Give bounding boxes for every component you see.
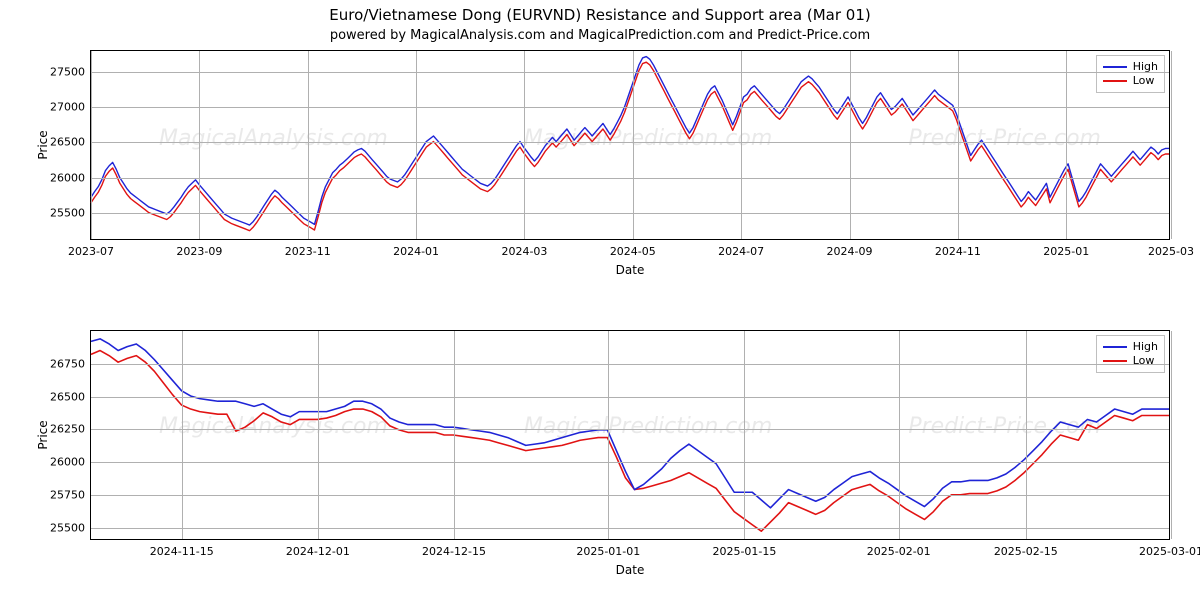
gridline [1171, 51, 1172, 239]
series-line [91, 57, 1169, 226]
legend-line-icon [1103, 360, 1127, 362]
legend: High Low [1096, 335, 1165, 373]
xtick-label: 2025-01-01 [576, 545, 640, 558]
series-line [91, 351, 1169, 532]
ytick-label: 25500 [50, 521, 85, 534]
y-axis-label: Price [36, 130, 50, 159]
xtick-label: 2024-09 [827, 245, 873, 258]
legend-line-icon [1103, 80, 1127, 82]
chart-subtitle: powered by MagicalAnalysis.com and Magic… [0, 28, 1200, 43]
plot-area-top [91, 51, 1169, 239]
xtick-label: 2025-03 [1148, 245, 1194, 258]
chart-title: Euro/Vietnamese Dong (EURVND) Resistance… [0, 6, 1200, 24]
xtick-label: 2024-07 [718, 245, 764, 258]
xtick-label: 2024-12-01 [286, 545, 350, 558]
ytick-label: 26500 [50, 390, 85, 403]
chart-top: MagicalAnalysis.com MagicalPrediction.co… [90, 50, 1170, 240]
ytick-label: 26500 [50, 136, 85, 149]
plot-area-bottom [91, 331, 1169, 539]
figure: Euro/Vietnamese Dong (EURVND) Resistance… [0, 0, 1200, 600]
gridline [1171, 331, 1172, 539]
xtick-label: 2025-01-15 [712, 545, 776, 558]
ytick-label: 26750 [50, 357, 85, 370]
xtick-label: 2024-03 [501, 245, 547, 258]
xtick-label: 2025-01 [1043, 245, 1089, 258]
xtick-label: 2023-07 [68, 245, 114, 258]
legend-line-icon [1103, 66, 1127, 68]
ytick-label: 26250 [50, 423, 85, 436]
legend-item-high: High [1103, 340, 1158, 354]
legend-item-high: High [1103, 60, 1158, 74]
legend-label: Low [1133, 74, 1155, 88]
ytick-label: 25500 [50, 206, 85, 219]
x-axis-label: Date [616, 563, 645, 577]
xtick-label: 2025-03-01 [1139, 545, 1200, 558]
legend: High Low [1096, 55, 1165, 93]
xtick-label: 2024-11-15 [150, 545, 214, 558]
xtick-label: 2024-12-15 [422, 545, 486, 558]
x-axis-label: Date [616, 263, 645, 277]
ytick-label: 26000 [50, 171, 85, 184]
legend-label: High [1133, 340, 1158, 354]
ytick-label: 27500 [50, 66, 85, 79]
xtick-label: 2024-01 [393, 245, 439, 258]
legend-line-icon [1103, 346, 1127, 348]
xtick-label: 2024-05 [610, 245, 656, 258]
xtick-label: 2023-09 [176, 245, 222, 258]
xtick-label: 2025-02-15 [994, 545, 1058, 558]
ytick-label: 27000 [50, 101, 85, 114]
legend-label: High [1133, 60, 1158, 74]
ytick-label: 25750 [50, 489, 85, 502]
ytick-label: 26000 [50, 456, 85, 469]
chart-bottom: MagicalAnalysis.com MagicalPrediction.co… [90, 330, 1170, 540]
series-line [91, 62, 1169, 231]
xtick-label: 2023-11 [285, 245, 331, 258]
xtick-label: 2024-11 [935, 245, 981, 258]
legend-item-low: Low [1103, 354, 1158, 368]
legend-label: Low [1133, 354, 1155, 368]
y-axis-label: Price [36, 420, 50, 449]
legend-item-low: Low [1103, 74, 1158, 88]
xtick-label: 2025-02-01 [867, 545, 931, 558]
